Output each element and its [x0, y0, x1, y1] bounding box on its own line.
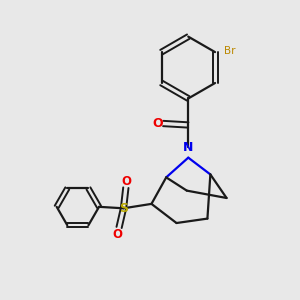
Text: S: S — [119, 202, 128, 215]
Text: O: O — [112, 228, 123, 241]
Text: O: O — [122, 175, 131, 188]
Text: N: N — [183, 141, 194, 154]
Text: Br: Br — [224, 46, 236, 56]
Text: O: O — [152, 117, 163, 130]
